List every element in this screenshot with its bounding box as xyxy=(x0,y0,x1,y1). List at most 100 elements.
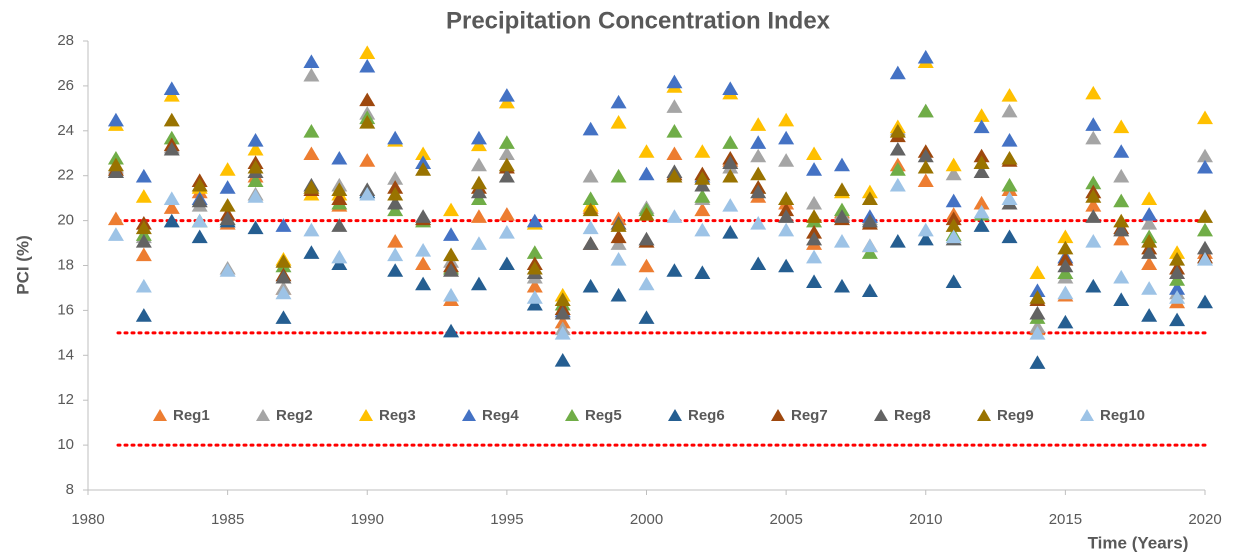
data-point xyxy=(163,213,180,228)
legend-marker xyxy=(874,409,888,421)
data-point xyxy=(1001,177,1018,192)
data-point xyxy=(331,249,348,264)
data-point xyxy=(582,121,599,136)
data-point xyxy=(1169,265,1186,280)
data-point xyxy=(945,229,962,244)
data-point xyxy=(1001,103,1018,118)
data-point xyxy=(638,258,655,273)
legend-marker xyxy=(668,409,682,421)
y-tick-label: 8 xyxy=(66,481,74,498)
data-point xyxy=(917,231,934,246)
data-point xyxy=(415,276,432,291)
legend-marker xyxy=(256,409,270,421)
data-point xyxy=(945,166,962,181)
data-point xyxy=(415,242,432,257)
data-point xyxy=(526,213,543,228)
data-point xyxy=(582,278,599,293)
data-point xyxy=(275,218,292,232)
data-point xyxy=(1001,191,1018,205)
data-point xyxy=(861,283,878,297)
legend-marker xyxy=(153,409,167,421)
data-point xyxy=(833,182,850,196)
data-point xyxy=(889,234,906,248)
data-point xyxy=(861,238,878,253)
data-point xyxy=(1169,251,1186,266)
data-point xyxy=(303,124,320,138)
data-point xyxy=(833,234,850,248)
data-point xyxy=(1197,240,1213,255)
data-point xyxy=(135,168,152,183)
legend-label: Reg6 xyxy=(688,407,725,424)
data-point xyxy=(833,209,850,223)
data-point xyxy=(806,195,823,210)
data-point xyxy=(694,171,711,185)
data-point xyxy=(135,308,152,322)
data-point xyxy=(554,352,571,367)
data-point xyxy=(694,222,711,237)
data-point xyxy=(275,254,292,268)
data-point xyxy=(1085,209,1102,223)
data-point xyxy=(750,166,767,181)
legend-label: Reg9 xyxy=(997,407,1034,424)
data-point xyxy=(1169,281,1186,295)
data-point xyxy=(778,153,795,167)
data-point xyxy=(107,227,124,241)
data-point xyxy=(973,119,990,134)
data-point xyxy=(638,144,655,158)
data-point xyxy=(415,256,432,271)
y-axis-title: PCI (%) xyxy=(13,235,32,295)
data-point xyxy=(806,274,823,289)
data-point xyxy=(1113,193,1130,208)
y-tick-label: 24 xyxy=(57,122,74,139)
data-point xyxy=(666,263,683,277)
x-axis-title: Time (Years) xyxy=(1088,533,1189,552)
y-tick-label: 18 xyxy=(57,256,74,273)
data-point xyxy=(917,103,934,118)
legend-marker xyxy=(565,409,579,421)
data-point xyxy=(1141,234,1158,248)
data-point xyxy=(778,130,795,145)
data-point xyxy=(359,45,376,60)
data-point xyxy=(778,258,795,273)
data-point xyxy=(778,191,795,205)
legend-marker xyxy=(1080,409,1094,421)
data-point xyxy=(889,177,906,192)
data-point xyxy=(1057,285,1074,300)
x-tick-label: 2005 xyxy=(769,511,802,528)
legend-label: Reg7 xyxy=(791,407,828,424)
data-point xyxy=(973,155,990,170)
data-point xyxy=(498,135,515,149)
data-point xyxy=(722,155,739,170)
data-point xyxy=(1085,117,1102,131)
data-point xyxy=(554,305,571,320)
data-point xyxy=(303,180,320,194)
data-point xyxy=(387,195,404,210)
data-point xyxy=(526,290,543,304)
data-point xyxy=(666,124,683,138)
legend-label: Reg1 xyxy=(173,407,210,424)
data-point xyxy=(1057,314,1074,329)
data-point xyxy=(1141,308,1158,322)
data-point xyxy=(610,287,627,302)
data-point xyxy=(1197,294,1213,309)
data-point xyxy=(889,124,906,138)
data-point xyxy=(1057,258,1074,273)
data-point xyxy=(163,200,180,214)
data-point xyxy=(694,189,711,203)
data-point xyxy=(945,193,962,208)
data-point xyxy=(303,67,320,82)
data-point xyxy=(303,146,320,161)
data-point xyxy=(1113,119,1130,134)
data-point xyxy=(778,222,795,237)
data-point xyxy=(443,227,460,241)
chart-title: Precipitation Concentration Index xyxy=(446,7,831,34)
data-point xyxy=(247,159,264,174)
data-point xyxy=(722,198,739,212)
data-point xyxy=(1113,231,1130,246)
data-point xyxy=(135,278,152,293)
data-point xyxy=(247,132,264,147)
data-point xyxy=(1085,130,1102,145)
data-point xyxy=(275,310,292,324)
data-point xyxy=(387,130,404,145)
